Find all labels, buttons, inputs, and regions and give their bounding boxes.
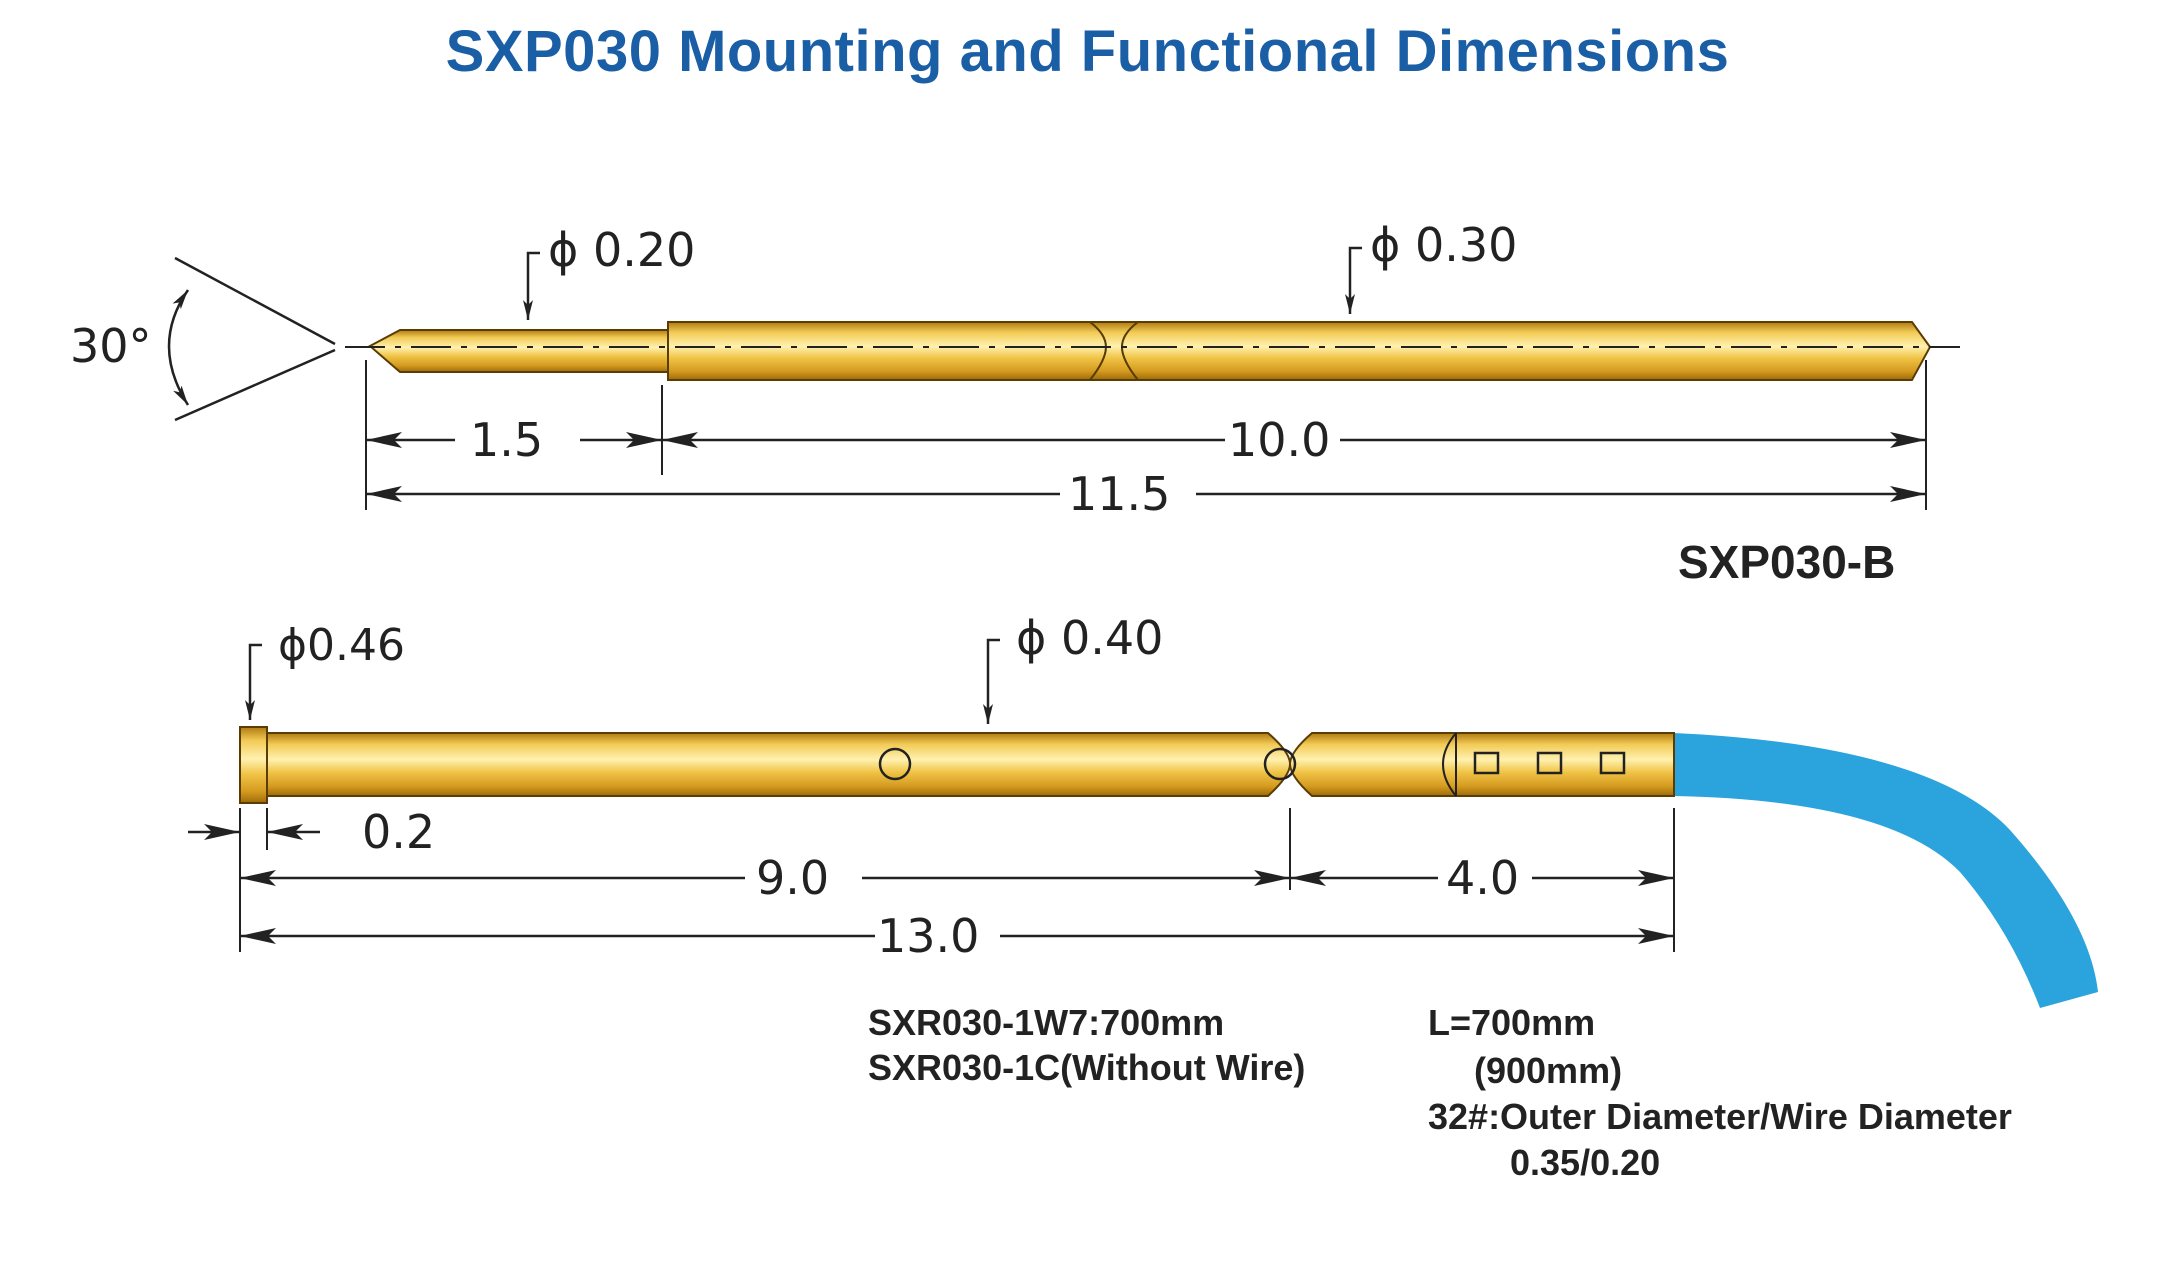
notes-right: L=700mm (900mm) 32#:Outer Diameter/Wire … [1428, 1002, 2012, 1183]
body-diameter-leader [1345, 246, 1362, 314]
receptacle-body-rear [1288, 732, 1675, 797]
receptacle-hole-1 [878, 747, 912, 781]
crimp-square-3 [1599, 751, 1626, 775]
note-right-1: L=700mm [1428, 1002, 1595, 1043]
note-right-2: (900mm) [1474, 1050, 1622, 1091]
note-right-3: 32#:Outer Diameter/Wire Diameter [1428, 1096, 2012, 1137]
note-left-1: SXR030-1W7:700mm [868, 1002, 1224, 1043]
probe-tip [368, 329, 669, 373]
body-diameter-label: ϕ 0.30 [1370, 218, 1517, 272]
angle-arc [167, 289, 190, 406]
probe-model-label: SXP030-B [1678, 536, 1895, 588]
dim-rtotal-label: 13.0 [877, 909, 979, 963]
dim-head-label: 0.2 [362, 805, 435, 859]
receptacle: ϕ0.46 ϕ 0.40 0.2 9.0 4.0 13.0 [188, 611, 2098, 1008]
receptacle-diameter-label: ϕ 0.40 [1016, 611, 1163, 665]
crimp-square-2 [1536, 751, 1563, 775]
wire [1674, 733, 2098, 1008]
head-diameter-leader [245, 643, 262, 720]
crimp-bulge [1442, 732, 1457, 797]
probe-barrel [667, 321, 1108, 381]
dim-rear-label: 4.0 [1446, 851, 1519, 905]
receptacle-diameter-leader [983, 638, 1000, 724]
note-left-2: SXR030-1C(Without Wire) [868, 1047, 1305, 1088]
probe-barrel-rear [1120, 321, 1932, 381]
dim-body-label: 10.0 [1228, 413, 1330, 467]
dim-tip-label: 1.5 [470, 413, 543, 467]
angle-line-upper [174, 256, 336, 346]
tip-diameter-label: ϕ 0.20 [548, 223, 695, 277]
receptacle-body-front [266, 732, 1292, 797]
receptacle-hole-2 [1263, 747, 1297, 781]
probe-top: 30° ϕ 0.20 ϕ 0.30 1.5 10.0 11.5 SXP030-B [70, 218, 1960, 588]
angle-label: 30° [70, 319, 152, 373]
tip-diameter-leader [523, 251, 540, 320]
dim-total-label: 11.5 [1068, 467, 1170, 521]
dim-front-label: 9.0 [756, 851, 829, 905]
angle-line-lower [174, 348, 336, 422]
note-right-4: 0.35/0.20 [1510, 1142, 1660, 1183]
receptacle-head [239, 726, 268, 804]
crimp-square-1 [1473, 751, 1500, 775]
notes-left: SXR030-1W7:700mm SXR030-1C(Without Wire) [868, 1002, 1305, 1088]
head-diameter-label: ϕ0.46 [278, 620, 405, 671]
page-title: SXP030 Mounting and Functional Dimension… [445, 19, 1730, 84]
